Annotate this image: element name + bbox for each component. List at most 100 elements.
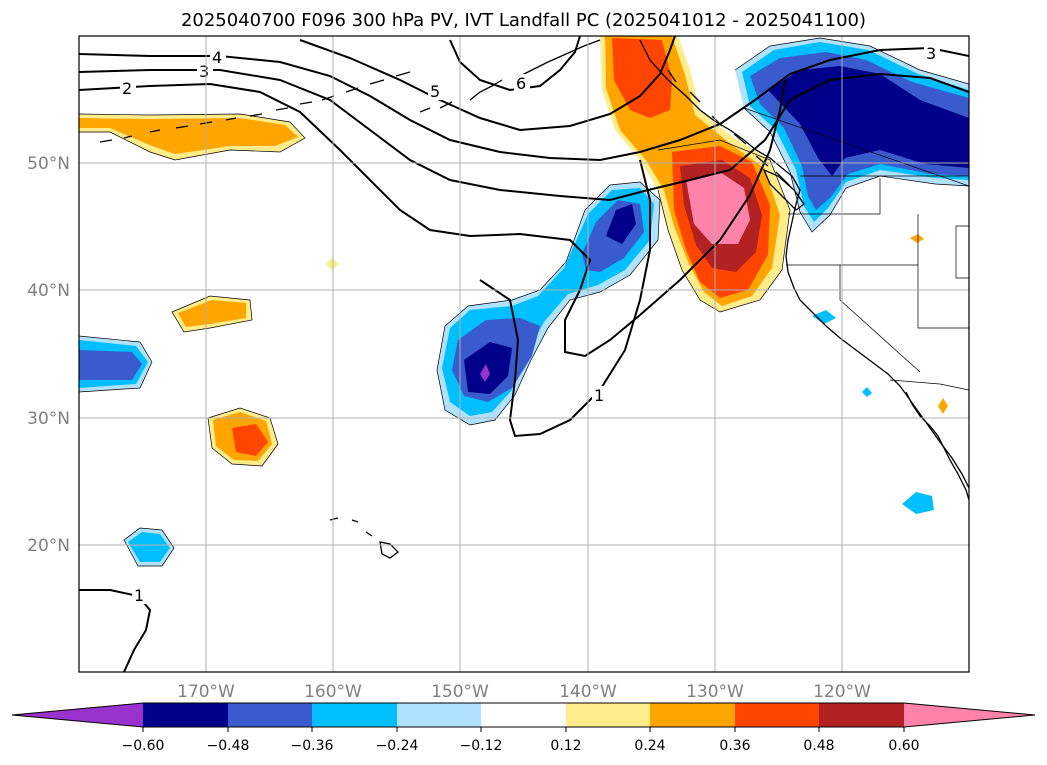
lat-label-20n: 20°N bbox=[27, 536, 70, 556]
warm-anomaly-aleutian-orange bbox=[79, 118, 298, 154]
pv-contours bbox=[79, 36, 969, 672]
lon-label-140w: 140°W bbox=[559, 682, 617, 702]
lon-label-120w: 120°W bbox=[813, 682, 871, 702]
lon-label-150w: 150°W bbox=[431, 682, 489, 702]
border-idaho bbox=[955, 225, 969, 279]
border-california-nevada bbox=[839, 265, 921, 373]
colorbar-segment-6 bbox=[566, 703, 650, 727]
lon-label-130w: 130°W bbox=[686, 682, 744, 702]
map-layers: 2 3 4 5 6 3 1 1 bbox=[79, 36, 969, 672]
contour-label-2: 2 bbox=[122, 79, 132, 98]
colorbar-segment-2 bbox=[228, 703, 312, 727]
colorbar-segment-7 bbox=[650, 703, 735, 727]
coastline-hawaii bbox=[329, 517, 399, 559]
cold-anomaly-trough-peak bbox=[480, 364, 490, 382]
political-borders bbox=[786, 175, 969, 391]
outline-blob-37n bbox=[171, 295, 253, 333]
shading-outlines bbox=[79, 37, 969, 567]
pv-contour-2 bbox=[79, 79, 786, 358]
lon-label-160w: 160°W bbox=[304, 682, 362, 702]
outline-aleutian bbox=[79, 113, 306, 161]
colorbar-tick-label: 0.12 bbox=[550, 738, 581, 754]
outline-trough bbox=[436, 181, 661, 426]
border-oregon-washington bbox=[788, 178, 881, 215]
cold-anomaly-canada-core bbox=[768, 66, 969, 176]
map-frame bbox=[78, 35, 970, 673]
contour-labels: 2 3 4 5 6 3 1 1 bbox=[120, 44, 940, 605]
contour-label-bg bbox=[197, 62, 213, 80]
cold-anomaly-dot-32n bbox=[862, 387, 872, 397]
contour-label-4: 4 bbox=[212, 48, 222, 67]
colorbar-segment-4 bbox=[397, 703, 481, 727]
colorbar-segment-1 bbox=[143, 703, 228, 727]
contour-label-3-east: 3 bbox=[926, 44, 936, 63]
contour-label-1-sw: 1 bbox=[134, 586, 144, 605]
coastlines bbox=[99, 39, 969, 559]
colorbar-tick-label: −0.24 bbox=[376, 738, 419, 754]
colorbar-segment-5 bbox=[481, 703, 566, 727]
outline-west bbox=[79, 335, 153, 393]
warm-anomaly-blob-37n-orange bbox=[178, 300, 246, 327]
colorbar-tick-label: 0.36 bbox=[719, 738, 750, 754]
warm-anomaly-alaska-red bbox=[612, 38, 672, 118]
contour-label-1-trough: 1 bbox=[594, 386, 604, 405]
longitude-labels: 170°W 160°W 150°W 140°W 130°W 120°W bbox=[177, 682, 871, 702]
colorbar-tick-label: −0.36 bbox=[291, 738, 334, 754]
pv-contour-4 bbox=[79, 46, 969, 162]
pv-contour-5 bbox=[299, 36, 676, 132]
contour-label-bg bbox=[924, 44, 940, 62]
colorbar-tick-label: 0.48 bbox=[803, 738, 834, 754]
warm-anomaly-dot-nevada bbox=[910, 234, 924, 243]
colorbar-tick-label: 0.60 bbox=[888, 738, 919, 754]
border-nevada-utah bbox=[917, 214, 969, 329]
cold-anomaly-blob-20n bbox=[128, 532, 170, 562]
contour-label-bg bbox=[210, 48, 226, 66]
colorbar-extend-low bbox=[12, 703, 143, 727]
lat-label-40n: 40°N bbox=[27, 281, 70, 301]
map-title: 2025040700 F096 300 hPa PV, IVT Landfall… bbox=[180, 10, 867, 31]
lon-label-170w: 170°W bbox=[177, 682, 235, 702]
coastline-north-america bbox=[639, 39, 969, 489]
lat-label-50n: 50°N bbox=[27, 154, 70, 174]
shading-layer bbox=[79, 36, 969, 566]
coastline-baja bbox=[905, 391, 969, 501]
colorbar-tick-label: 0.24 bbox=[634, 738, 665, 754]
outline-canada bbox=[734, 37, 969, 233]
border-us-mexico bbox=[889, 379, 969, 391]
coastline-alaska-islands bbox=[419, 39, 601, 113]
warm-anomaly-dot-baja bbox=[938, 398, 948, 414]
cold-anomaly-trough-core-n bbox=[606, 204, 636, 244]
colorbar-tick-label: −0.12 bbox=[460, 738, 503, 754]
pv-contour-1-trough bbox=[479, 159, 651, 438]
contour-label-5: 5 bbox=[430, 82, 440, 101]
colorbar-segment-8 bbox=[735, 703, 819, 727]
gridlines bbox=[79, 36, 969, 672]
coastline-vancouver-island bbox=[762, 168, 805, 211]
cold-anomaly-west-mid bbox=[79, 350, 142, 380]
outline-blob-20n bbox=[123, 527, 175, 567]
colorbar-segment-3 bbox=[312, 703, 397, 727]
contour-label-6: 6 bbox=[516, 74, 526, 93]
cold-anomaly-trough-core bbox=[464, 342, 512, 394]
warm-anomaly-blob-28n-red bbox=[232, 424, 268, 456]
outline-blob-28n bbox=[207, 407, 279, 467]
coastline-bc-islands bbox=[667, 69, 791, 187]
latitude-labels: 50°N 40°N 30°N 20°N bbox=[27, 154, 70, 556]
colorbar-ticks bbox=[142, 727, 905, 732]
cold-anomaly-blob-38n bbox=[812, 310, 836, 324]
warm-anomaly-coast-pink bbox=[686, 172, 750, 244]
colorbar: −0.60 −0.48 −0.36 −0.24 −0.12 0.12 0.24 … bbox=[11, 702, 1036, 754]
contour-label-bg bbox=[120, 78, 136, 96]
colorbar-segment-9 bbox=[819, 703, 904, 727]
contour-label-bg bbox=[428, 82, 444, 100]
contour-label-bg bbox=[592, 386, 608, 404]
colorbar-extend-high bbox=[904, 703, 1035, 727]
contour-label-bg bbox=[132, 586, 148, 604]
contour-label-3: 3 bbox=[199, 62, 209, 81]
outline-coast-warm bbox=[657, 139, 791, 313]
colorbar-tick-label: −0.48 bbox=[207, 738, 250, 754]
contour-label-bg bbox=[514, 74, 530, 92]
pv-contour-1-sw bbox=[79, 589, 152, 672]
lat-label-30n: 30°N bbox=[27, 409, 70, 429]
